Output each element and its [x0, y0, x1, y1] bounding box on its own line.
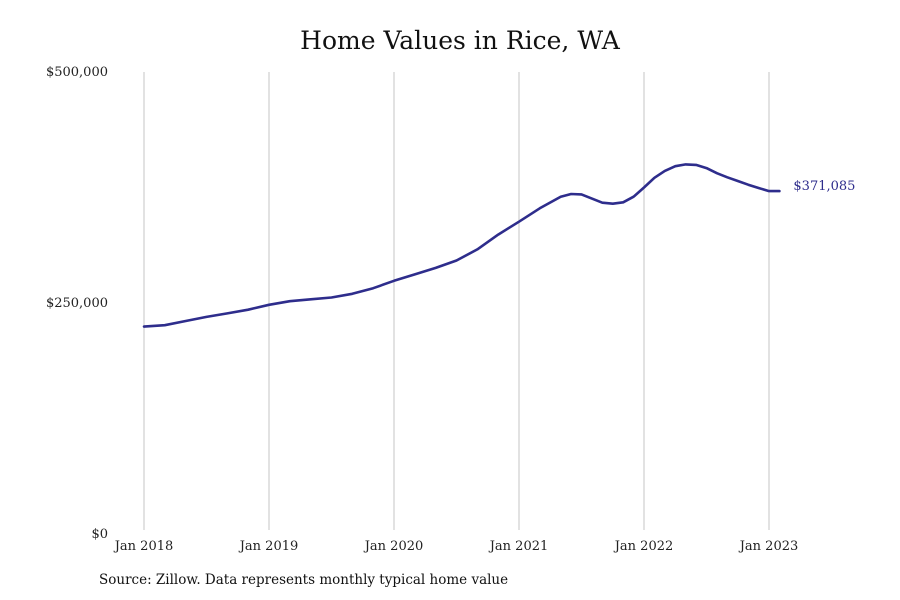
y-axis-tick-labels: $0 $250,000 $500,000 — [46, 65, 108, 542]
y-tick-label: $250,000 — [46, 296, 108, 311]
y-tick-label: $0 — [91, 527, 108, 542]
series-line — [142, 163, 781, 328]
end-value-label: $371,085 — [793, 179, 855, 194]
x-tick-label: Jan 2023 — [738, 539, 799, 554]
grid-lines — [143, 72, 770, 530]
x-tick-label: Jan 2021 — [488, 539, 549, 554]
chart-title: Home Values in Rice, WA — [300, 26, 620, 55]
x-tick-label: Jan 2022 — [613, 539, 674, 554]
x-tick-label: Jan 2020 — [363, 539, 424, 554]
x-tick-label: Jan 2018 — [113, 539, 174, 554]
series-layer — [142, 163, 781, 328]
x-tick-label: Jan 2019 — [238, 539, 299, 554]
source-note: Source: Zillow. Data represents monthly … — [99, 572, 509, 588]
y-tick-label: $500,000 — [46, 65, 108, 80]
end-label-layer: $371,085 — [793, 179, 855, 194]
x-axis-tick-labels: Jan 2018 Jan 2019 Jan 2020 Jan 2021 Jan 2022… — [113, 539, 799, 554]
